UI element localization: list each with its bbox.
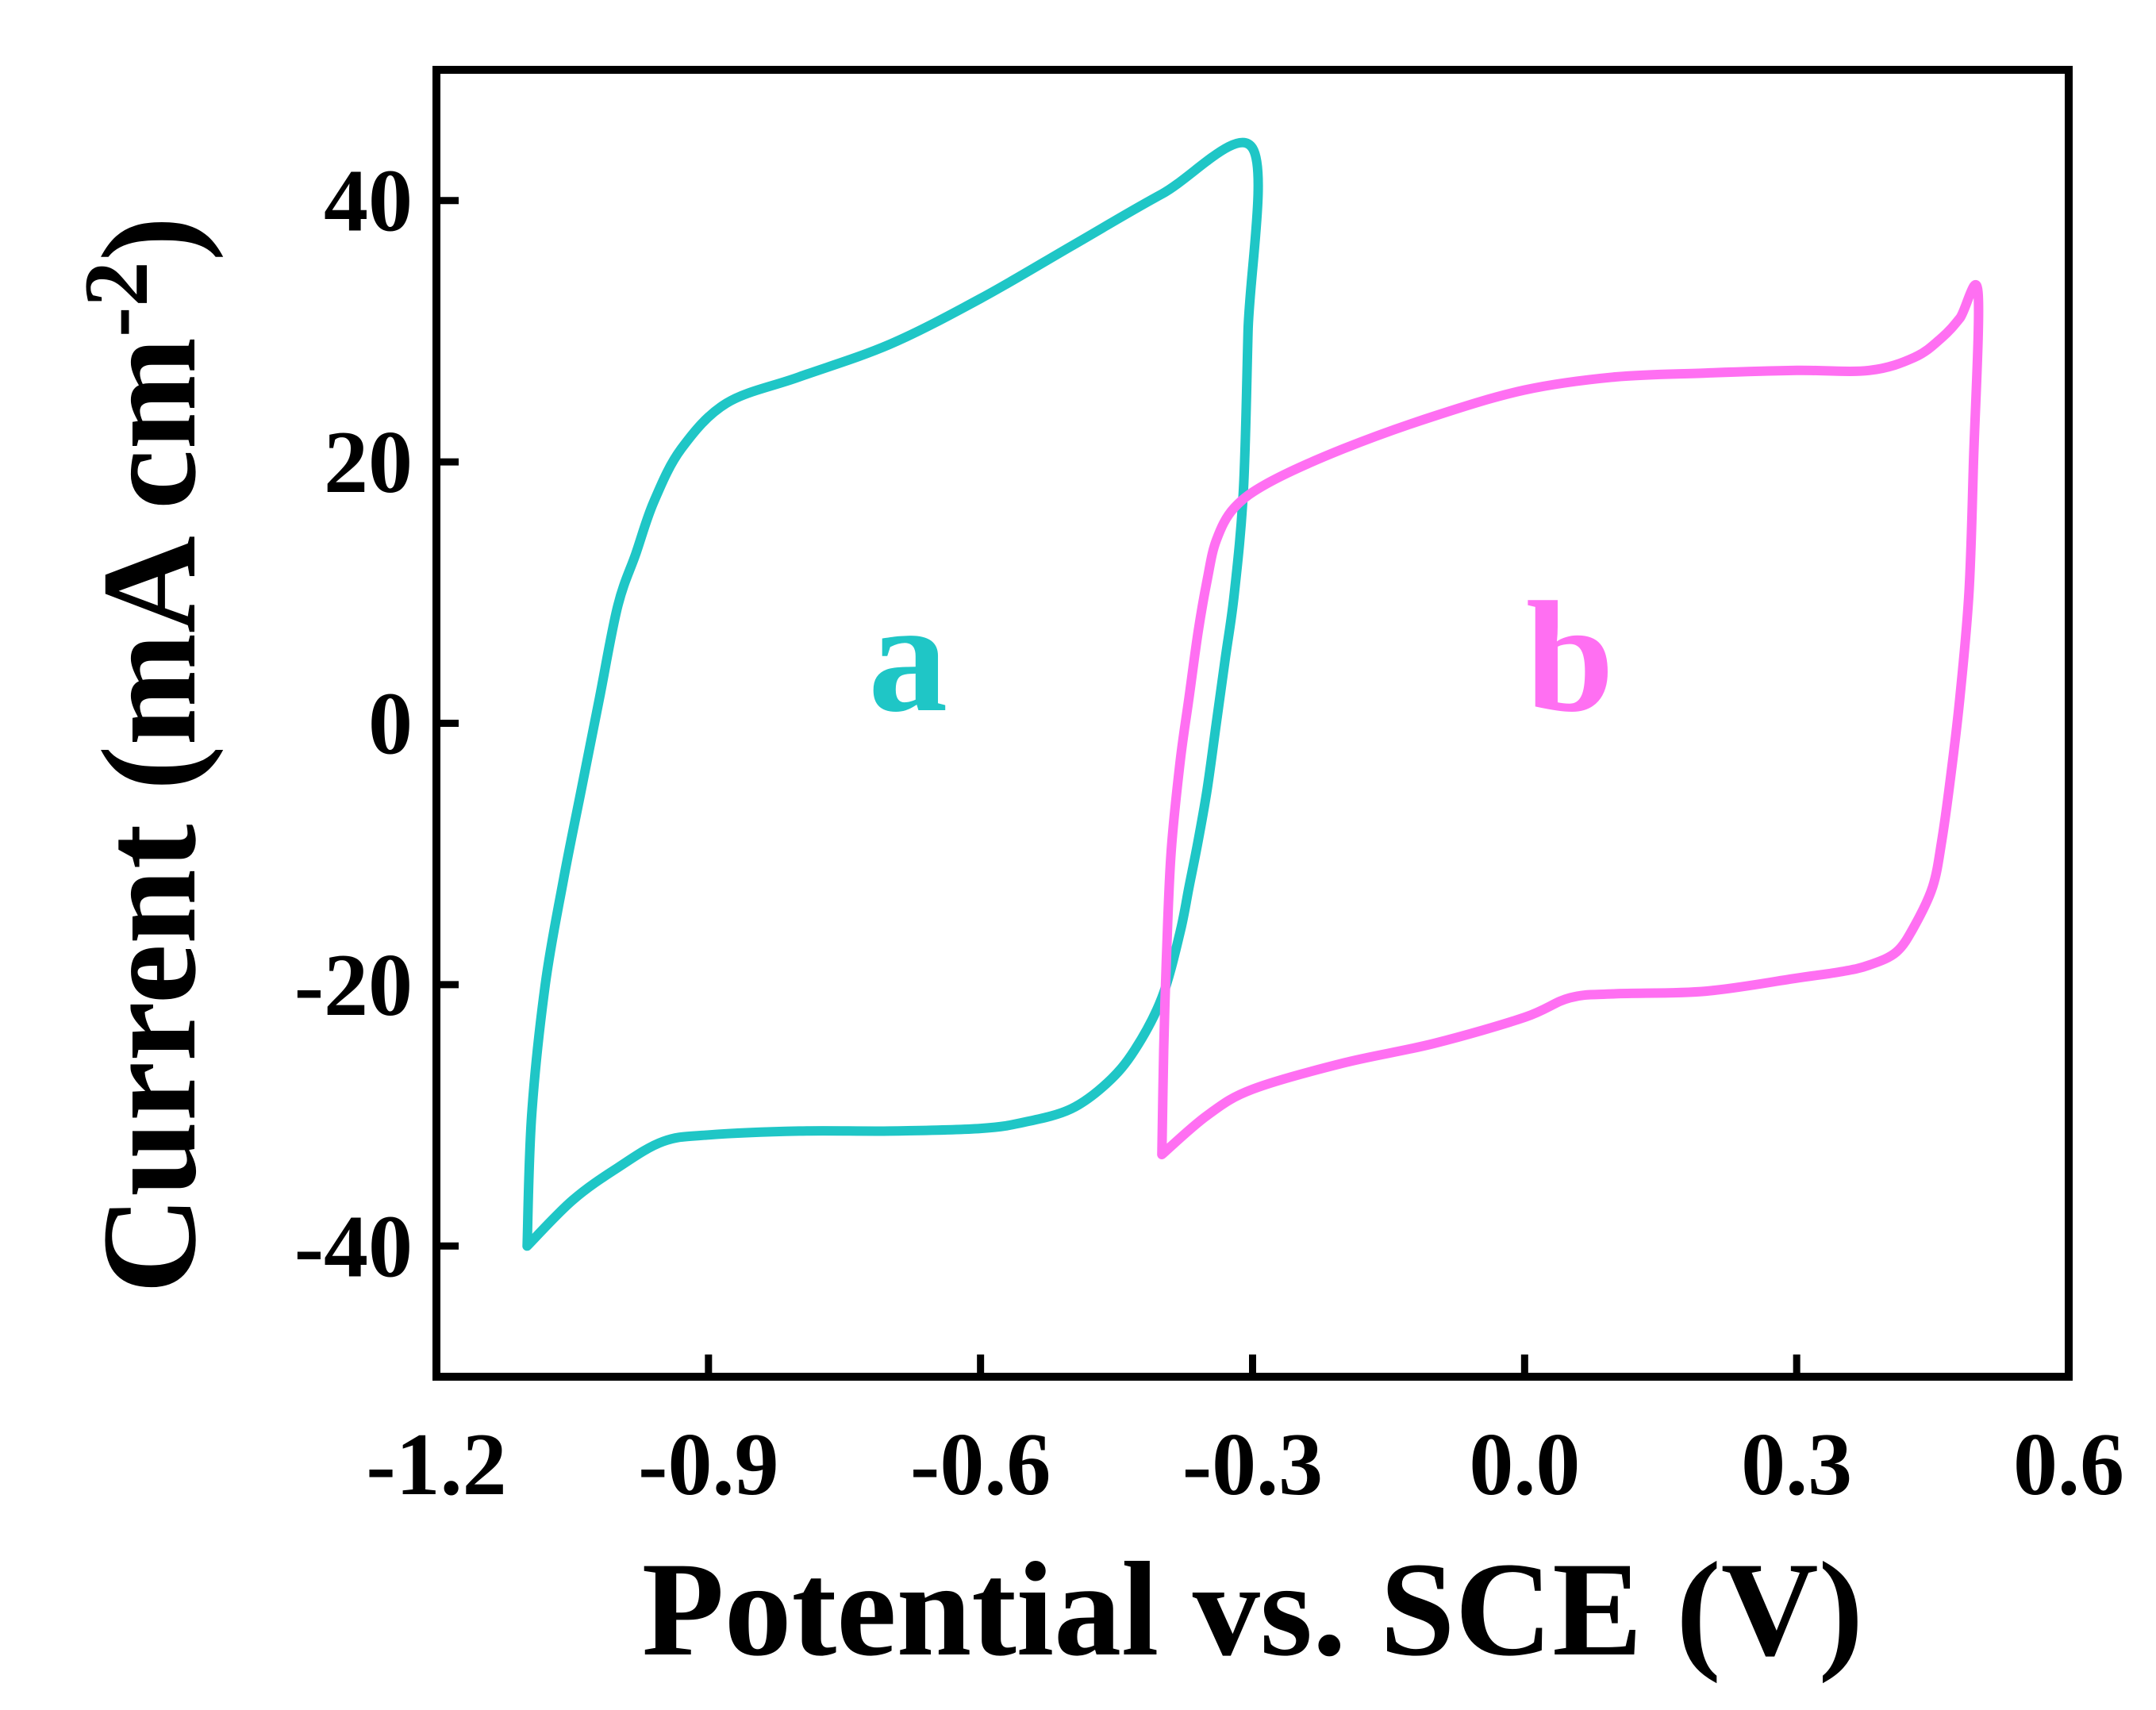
series-label-b: b <box>1526 570 1614 745</box>
y-tick-label: 0 <box>368 675 413 774</box>
x-tick-label: 0.0 <box>1469 1416 1580 1514</box>
x-tick-label: -0.9 <box>638 1416 778 1514</box>
x-axis-ticks: -1.2 -0.9 -0.6 -0.3 0.0 0.3 0.6 <box>366 1355 2124 1514</box>
y-tick-label: -20 <box>294 936 413 1035</box>
x-tick-label: 0.6 <box>2013 1416 2124 1514</box>
y-tick-label: 20 <box>324 413 413 512</box>
y-axis-title-close: ) <box>75 217 224 262</box>
series-label-a: a <box>868 570 947 745</box>
y-axis-title: Current (mA cm-2) <box>66 217 224 1294</box>
y-axis-title-main: Current (mA cm <box>75 337 224 1293</box>
series-curve-a <box>522 137 1263 1251</box>
y-axis-ticks: -40 -20 0 20 40 <box>294 152 459 1296</box>
x-tick-label: -0.3 <box>1182 1416 1323 1514</box>
y-tick-label: 40 <box>324 152 413 251</box>
series-curve-b <box>1157 279 1984 1159</box>
y-tick-label: -40 <box>294 1197 413 1296</box>
series-curves <box>522 137 1984 1251</box>
x-axis-title: Potential vs. SCE (V) <box>642 1535 1863 1684</box>
y-axis-title-superscript: -2 <box>66 261 167 337</box>
x-tick-label: -0.6 <box>910 1416 1051 1514</box>
x-tick-label: 0.3 <box>1741 1416 1852 1514</box>
x-tick-label: -1.2 <box>366 1416 506 1514</box>
